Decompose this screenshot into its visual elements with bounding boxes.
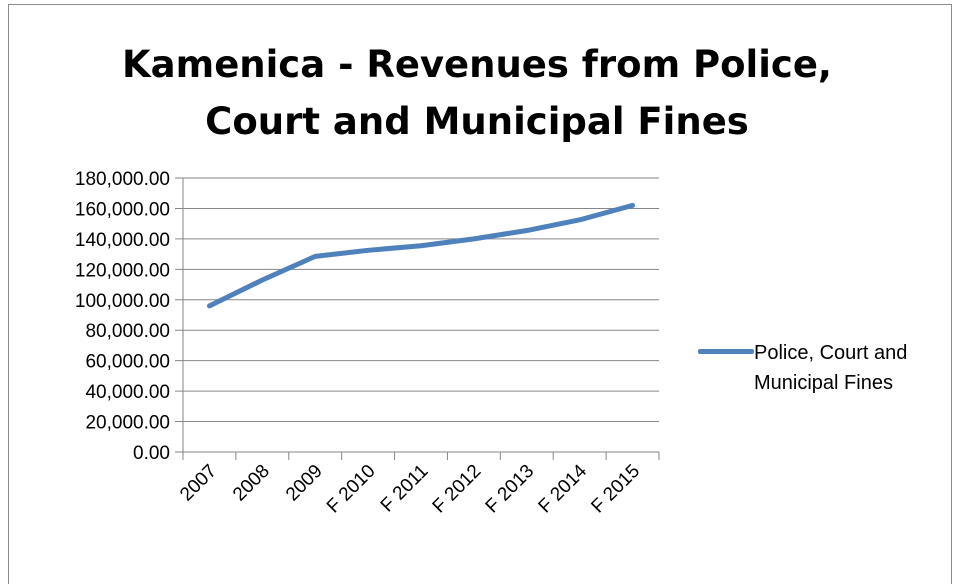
x-tick-label: F 2014 bbox=[535, 460, 592, 517]
y-tick-label: 160,000.00 bbox=[75, 199, 170, 220]
x-tick-label: 2007 bbox=[176, 461, 221, 506]
y-tick-label: 80,000.00 bbox=[85, 321, 170, 342]
legend-swatch bbox=[698, 349, 754, 354]
y-tick-label: 140,000.00 bbox=[75, 230, 170, 251]
y-tick-label: 180,000.00 bbox=[75, 169, 170, 190]
y-tick-label: 60,000.00 bbox=[85, 352, 170, 373]
y-tick-label: 0.00 bbox=[133, 443, 170, 464]
legend: Police, Court and Municipal Fines bbox=[698, 338, 954, 398]
x-tick-label: 2008 bbox=[229, 461, 274, 506]
x-tick-label: F 2013 bbox=[482, 461, 539, 518]
legend-label: Police, Court and Municipal Fines bbox=[754, 338, 954, 398]
y-tick-label: 20,000.00 bbox=[85, 413, 170, 434]
x-tick-label: F 2015 bbox=[587, 461, 644, 518]
series-line bbox=[209, 205, 632, 305]
x-tick-label: F 2010 bbox=[323, 461, 380, 518]
y-tick-label: 120,000.00 bbox=[75, 260, 170, 281]
x-tick-label: F 2011 bbox=[377, 461, 433, 517]
x-tick-label: F 2012 bbox=[429, 461, 486, 518]
y-tick-label: 100,000.00 bbox=[75, 291, 170, 312]
y-tick-label: 40,000.00 bbox=[85, 382, 170, 403]
x-tick-label: 2009 bbox=[282, 461, 327, 506]
